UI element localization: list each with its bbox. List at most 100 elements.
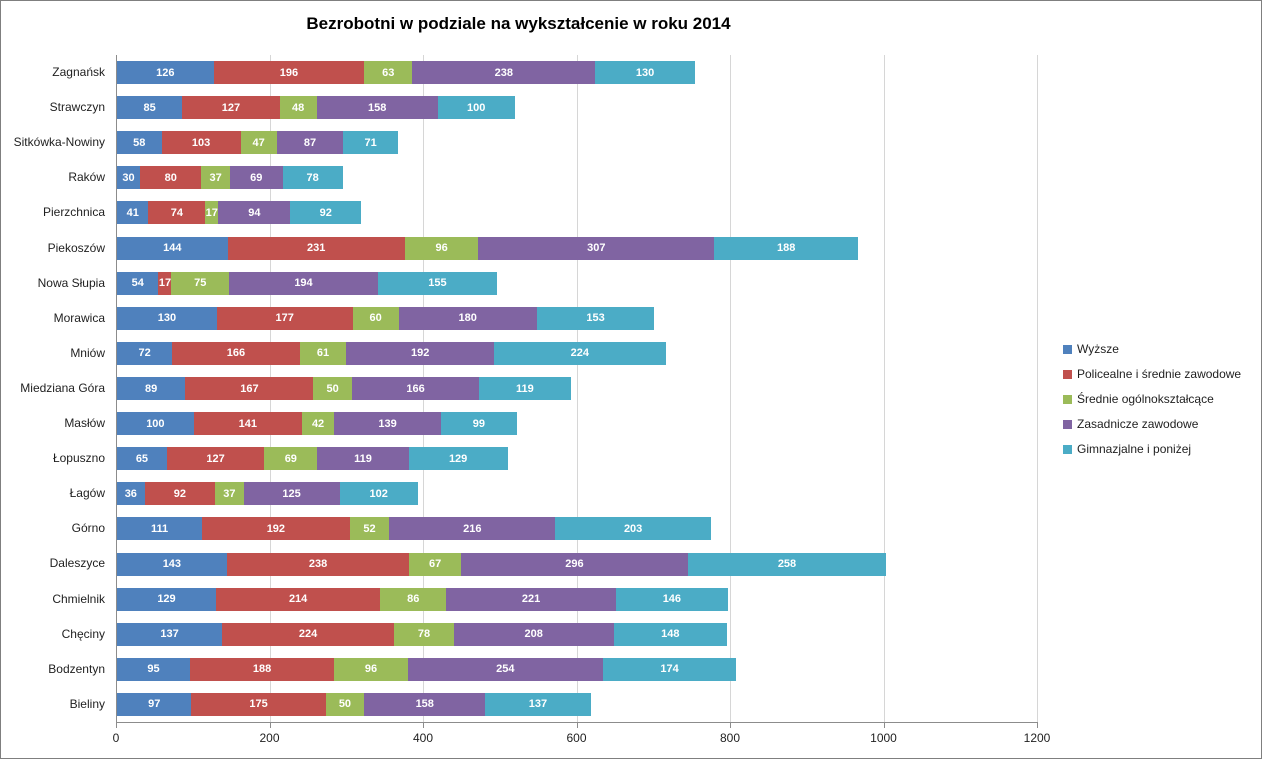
- bar-segment: 254: [407, 657, 603, 681]
- bar-segment: 130: [595, 61, 695, 85]
- bar-value-label: 166: [406, 382, 425, 395]
- bar-value-label: 47: [252, 136, 265, 149]
- bar-segment: 94: [218, 201, 291, 225]
- bar-segment: 129: [117, 587, 216, 611]
- bar-segment: 52: [349, 517, 390, 541]
- bar-segment: 41: [117, 201, 149, 225]
- bar-segment: 102: [339, 482, 418, 506]
- bar-value-label: 130: [635, 66, 655, 79]
- bar-segment: 194: [229, 271, 378, 295]
- category-label: Zagnańsk: [52, 65, 105, 79]
- bar-row: 65 127 69 119 129: [117, 447, 508, 471]
- bar-value-label: 254: [496, 663, 515, 676]
- bar-value-label: 100: [466, 101, 486, 114]
- bar-value-label: 139: [378, 417, 397, 430]
- gridline: [576, 55, 578, 722]
- axis-tickmark: [730, 723, 731, 728]
- bar-segment: 50: [325, 692, 365, 716]
- bar-value-label: 153: [586, 312, 605, 325]
- bar-value-label: 94: [248, 206, 261, 219]
- bar-value-label: 137: [160, 628, 179, 641]
- bar-value-label: 71: [364, 136, 377, 149]
- bar-row: 36 92 37 125 102: [117, 482, 418, 506]
- bar-segment: 146: [615, 587, 728, 611]
- legend-label: Zasadnicze zawodowe: [1077, 417, 1199, 431]
- bar-segment: 72: [117, 341, 173, 365]
- bar-value-label: 78: [417, 628, 431, 641]
- bar-value-label: 119: [354, 452, 372, 465]
- legend-item: Wyższe: [1063, 342, 1241, 356]
- bar-segment: 65: [117, 447, 167, 471]
- category-label: Chęciny: [61, 626, 105, 641]
- bar-value-label: 127: [221, 101, 241, 114]
- bar-value-label: 143: [162, 558, 182, 571]
- bar-segment: 238: [412, 61, 596, 85]
- bar-value-label: 78: [306, 171, 319, 184]
- bar-row: 54 17 75 194 155: [117, 271, 497, 295]
- bar-segment: 143: [117, 552, 227, 576]
- bar-value-label: 42: [311, 417, 325, 430]
- bar-value-label: 61: [316, 347, 330, 360]
- x-tick-label: 600: [566, 731, 587, 745]
- bar-value-label: 158: [415, 698, 434, 711]
- axis-tickmark: [116, 723, 117, 728]
- bar-segment: 78: [394, 622, 454, 646]
- bar-segment: 60: [352, 306, 399, 330]
- bar-segment: 180: [398, 306, 537, 330]
- bar-segment: 224: [222, 622, 395, 646]
- bar-segment: 95: [117, 657, 190, 681]
- bar-value-label: 102: [369, 487, 388, 500]
- bar-value-label: 158: [367, 101, 387, 114]
- bar-segment: 221: [446, 587, 616, 611]
- category-label: Bieliny: [69, 696, 105, 711]
- bar-segment: 214: [216, 587, 381, 611]
- category-label: Pierzchnica: [42, 205, 105, 220]
- axis-tickmark: [423, 723, 424, 728]
- legend-label: Średnie ogólnokształcące: [1077, 392, 1214, 406]
- bar-value-label: 238: [494, 66, 513, 79]
- bar-value-label: 99: [472, 417, 485, 430]
- bar-value-label: 155: [428, 277, 447, 290]
- bar-row: 58 103 47 87 71: [117, 131, 398, 155]
- bar-value-label: 148: [661, 628, 680, 641]
- bar-value-label: 188: [777, 242, 796, 255]
- bar-segment: 167: [185, 377, 314, 400]
- bar-segment: 37: [201, 166, 230, 190]
- bar-value-label: 238: [308, 558, 328, 571]
- bar-value-label: 52: [363, 522, 376, 535]
- bar-value-label: 17: [205, 206, 218, 219]
- bar-value-label: 119: [516, 382, 534, 395]
- legend-swatch: [1063, 444, 1072, 454]
- legend-label: Gimnazjalne i poniżej: [1077, 442, 1192, 456]
- bar-segment: 111: [117, 517, 203, 541]
- bar-row: 72 166 61 192 224: [117, 341, 666, 365]
- bar-value-label: 141: [238, 417, 258, 430]
- bar-value-label: 224: [570, 347, 589, 360]
- bar-value-label: 221: [521, 593, 541, 606]
- bar-segment: 54: [117, 271, 159, 295]
- bar-row: 100 141 42 139 99: [117, 412, 517, 436]
- bar-value-label: 58: [133, 136, 146, 149]
- bar-segment: 89: [117, 377, 186, 400]
- bar-row: 95 188 96 254 174: [117, 657, 737, 681]
- bar-value-label: 166: [226, 347, 246, 360]
- bar-segment: 47: [240, 131, 277, 155]
- bar-segment: 231: [227, 236, 405, 260]
- x-tick-label: 800: [719, 731, 741, 745]
- bar-segment: 127: [182, 96, 280, 120]
- bar-value-label: 75: [194, 277, 207, 290]
- bar-segment: 148: [613, 622, 728, 646]
- bar-row: 30 80 37 69 78: [117, 166, 343, 190]
- legend-item: Policealne i średnie zawodowe: [1063, 367, 1241, 381]
- legend-label: Policealne i średnie zawodowe: [1077, 367, 1242, 381]
- bar-value-label: 214: [288, 593, 308, 606]
- bar-segment: 307: [478, 236, 715, 260]
- legend-item: Zasadnicze zawodowe: [1063, 417, 1241, 431]
- legend-swatch: [1063, 344, 1072, 354]
- bar-segment: 137: [117, 622, 223, 646]
- bar-segment: 129: [408, 447, 508, 471]
- bar-value-label: 95: [147, 663, 160, 676]
- bar-value-label: 125: [282, 487, 301, 500]
- bar-segment: 50: [313, 377, 352, 400]
- bar-segment: 188: [714, 236, 859, 260]
